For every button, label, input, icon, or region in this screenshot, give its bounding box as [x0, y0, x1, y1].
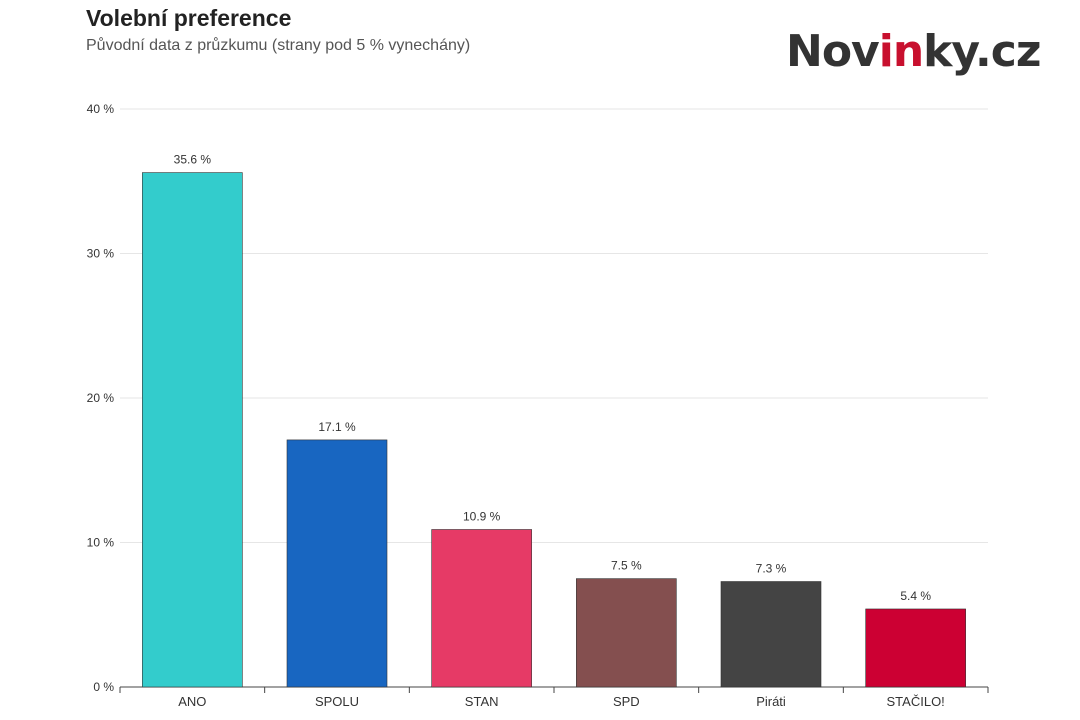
bar-value-label: 17.1 % [318, 420, 356, 434]
logo-text-end: ky.cz [923, 26, 1041, 77]
bar [142, 172, 243, 688]
y-tick-label: 30 % [87, 247, 115, 261]
x-tick-label: ANO [178, 694, 206, 709]
x-tick-label: Piráti [756, 694, 786, 709]
x-tick-label: STAČILO! [887, 694, 945, 709]
chart-title: Volební preference [86, 5, 292, 31]
bar-value-label: 7.5 % [611, 559, 642, 573]
bar-value-label: 10.9 % [463, 509, 501, 523]
bar [576, 578, 677, 688]
bar [431, 529, 532, 688]
bar-value-label: 35.6 % [174, 153, 212, 167]
x-tick-label: SPOLU [315, 694, 359, 709]
y-tick-label: 40 % [87, 102, 115, 116]
novinky-logo: Novinky.cz [786, 26, 1041, 77]
bar-value-label: 5.4 % [900, 589, 931, 603]
chart-subtitle: Původní data z průzkumu (strany pod 5 % … [86, 37, 471, 54]
y-tick-label: 20 % [87, 391, 115, 405]
x-tick-label: STAN [465, 694, 499, 709]
bar [720, 581, 822, 688]
bar [865, 608, 966, 688]
logo-text-start: Nov [786, 26, 880, 77]
x-tick-label: SPD [613, 694, 640, 709]
logo-text-accent: in [878, 26, 924, 77]
bar [286, 439, 388, 688]
y-tick-label: 10 % [87, 536, 115, 550]
y-tick-label: 0 % [93, 680, 114, 694]
bar-value-label: 7.3 % [756, 562, 787, 576]
